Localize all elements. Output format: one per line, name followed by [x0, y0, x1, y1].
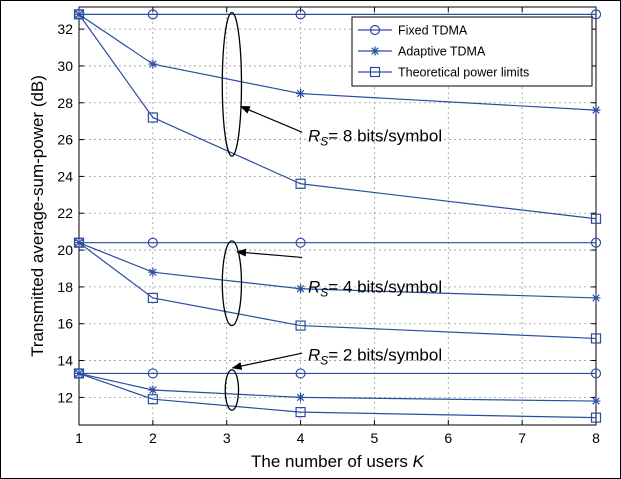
legend-entry: Adaptive TDMA: [358, 45, 486, 59]
data-point-square: [147, 292, 158, 304]
data-point-star: [148, 267, 158, 277]
data-point-star: [148, 385, 158, 395]
annotation-ellipse: [224, 369, 240, 411]
data-point-circle: [295, 368, 306, 379]
series-star-2: [74, 368, 601, 406]
data-point-star: [296, 284, 306, 294]
legend-entry: Fixed TDMA: [358, 24, 468, 38]
series-circle-2: [73, 368, 602, 379]
data-point-circle: [590, 9, 602, 20]
annotation-arrow: [239, 105, 303, 133]
series-square-8: [73, 9, 602, 224]
series-star-4: [74, 238, 601, 303]
legend-marker-square: [369, 66, 381, 78]
data-point-square: [147, 394, 158, 405]
legend-label: Fixed TDMA: [398, 24, 468, 38]
data-point-star: [296, 89, 306, 99]
annotation-ellipse: [221, 240, 243, 327]
data-point-star: [591, 396, 601, 406]
y-tick-label: 18: [57, 279, 73, 295]
annotation-label: RS= 8 bits/symbol: [308, 126, 442, 148]
data-point-star: [591, 293, 601, 303]
legend-entry: Theoretical power limits: [358, 66, 529, 80]
y-tick-label: 12: [57, 389, 73, 405]
legend-label: Theoretical power limits: [398, 66, 529, 80]
series-line: [78, 242, 597, 299]
series-square-4: [73, 237, 602, 344]
data-point-square: [590, 333, 602, 344]
data-point-circle: [590, 237, 602, 248]
x-tick-label: 2: [149, 430, 157, 446]
data-point-square: [73, 237, 85, 248]
x-tick-label: 5: [371, 430, 379, 446]
series-line: [78, 372, 597, 419]
annotation-arrow: [236, 248, 303, 259]
series-line: [78, 242, 597, 340]
series-line: [78, 13, 597, 111]
legend-label: Adaptive TDMA: [398, 45, 486, 59]
y-tick-label: 20: [57, 242, 73, 258]
data-point-square: [73, 9, 85, 20]
data-point-square: [295, 178, 306, 189]
annotation-ellipse: [221, 11, 243, 157]
data-point-square: [590, 213, 602, 224]
annotation-rs-0: RS= 8 bits/symbol: [221, 11, 442, 157]
data-point-square: [73, 368, 85, 379]
series-line: [78, 372, 597, 402]
data-point-circle: [147, 237, 158, 248]
data-point-circle: [147, 9, 158, 20]
data-point-star: [74, 238, 84, 248]
y-tick-label: 24: [57, 168, 73, 184]
x-tick-label: 3: [223, 430, 231, 446]
legend-marker-circle: [369, 24, 381, 36]
y-tick-label: 26: [57, 132, 73, 148]
series-line: [78, 14, 597, 220]
data-point-star: [148, 59, 158, 69]
data-point-star: [591, 105, 601, 115]
x-tick-label: 4: [297, 430, 305, 446]
series-circle-4: [73, 237, 602, 248]
annotation-rs-1: RS= 4 bits/symbol: [221, 240, 442, 327]
x-axis-label: The number of users K: [251, 452, 425, 471]
data-point-square: [295, 407, 306, 418]
data-point-square: [147, 112, 158, 123]
data-point-circle: [295, 237, 306, 248]
annotation-arrow: [231, 352, 303, 370]
y-tick-label: 14: [57, 353, 73, 369]
y-tick-label: 22: [57, 205, 73, 221]
data-point-square: [295, 320, 306, 331]
x-tick-label: 7: [518, 430, 526, 446]
legend-marker-star: [370, 46, 380, 56]
legend: Fixed TDMA Adaptive TDMA Theoretical power…: [351, 16, 593, 87]
annotations: RS= 8 bits/symbol RS= 4 bits/symbol RS= 2 …: [221, 11, 442, 411]
series-group: [73, 9, 602, 423]
annotation-label: RS= 4 bits/symbol: [308, 277, 442, 299]
data-point-square: [590, 412, 602, 423]
annotation-label: RS= 2 bits/symbol: [308, 346, 442, 368]
x-tick-label: 6: [444, 430, 452, 446]
annotation-rs-2: RS= 2 bits/symbol: [224, 346, 442, 411]
x-tick-label: 8: [592, 430, 600, 446]
y-tick-label: 16: [57, 316, 73, 332]
data-point-circle: [295, 9, 306, 20]
data-point-star: [74, 9, 84, 19]
plot-area: [78, 6, 597, 426]
y-tick-label: 30: [57, 58, 73, 74]
series-square-2: [73, 368, 602, 423]
y-tick-label: 32: [57, 21, 73, 37]
x-tick-label: 1: [75, 430, 83, 446]
y-tick-label: 28: [57, 95, 73, 111]
data-point-circle: [590, 368, 602, 379]
series-star-8: [74, 9, 601, 115]
y-axis-label: Transmitted average-sum-power (dB): [28, 75, 47, 357]
data-point-star: [296, 392, 306, 402]
data-point-circle: [147, 368, 158, 379]
